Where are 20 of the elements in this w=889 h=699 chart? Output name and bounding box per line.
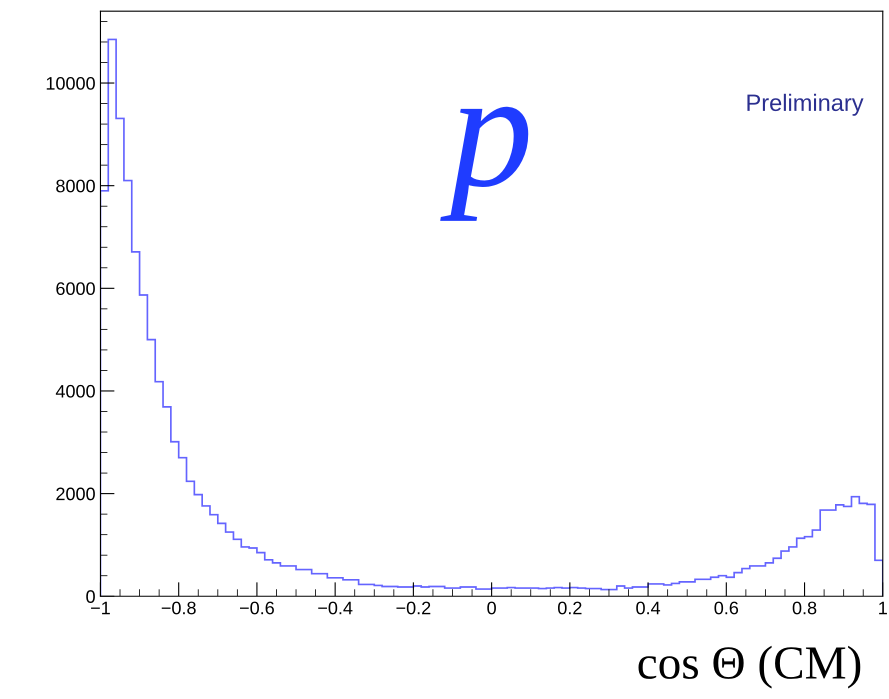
x-tick-label: 0.4 — [636, 602, 660, 614]
y-tick-label: 4000 — [56, 384, 95, 398]
y-tick-label: 10000 — [46, 76, 95, 90]
x-tick-label: −0.6 — [240, 602, 274, 614]
y-tick-label: 2000 — [56, 488, 95, 500]
x-tick-label: 0.6 — [714, 602, 738, 614]
annotation: Preliminary — [747, 94, 864, 116]
x-tick-label: −0.2 — [396, 602, 430, 614]
y-tick-label: 0 — [86, 590, 95, 603]
x-tick-label: −1 — [91, 602, 110, 614]
x-tick-label: 1 — [879, 602, 887, 614]
x-tick-label: −0.8 — [162, 602, 196, 614]
x-tick-label: −0.4 — [318, 602, 352, 614]
x-axis-title: cos Θ (CM) — [638, 646, 860, 689]
y-tick-label: 6000 — [56, 282, 95, 296]
x-tick-label: 0.2 — [558, 602, 582, 614]
annotation: p — [440, 106, 528, 221]
x-tick-label: 0.8 — [792, 602, 816, 614]
x-tick-label: 0 — [487, 602, 496, 614]
y-tick-label: 8000 — [56, 180, 95, 192]
